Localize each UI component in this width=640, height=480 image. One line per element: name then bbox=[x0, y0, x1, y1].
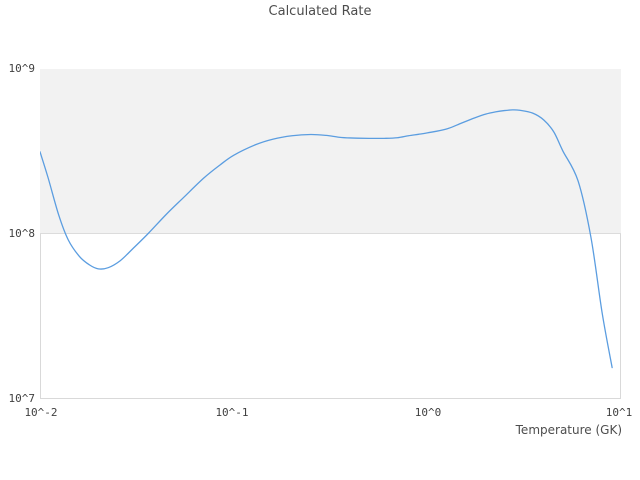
x-tick-label-1e-2: 10^-2 bbox=[24, 406, 58, 419]
rate-curve bbox=[40, 109, 613, 369]
x-tick-label-1e-1: 10^-1 bbox=[215, 406, 249, 419]
y-tick-label-1e7: 10^7 bbox=[8, 392, 36, 405]
x-tick-label-1e1: 10^1 bbox=[605, 406, 633, 419]
y-tick-label-1e9: 10^9 bbox=[8, 62, 36, 75]
x-tick-label-1e0: 10^0 bbox=[414, 406, 442, 419]
grid-band-1e8-1e9 bbox=[40, 69, 621, 234]
plot-area bbox=[40, 69, 621, 399]
chart-title: Calculated Rate bbox=[268, 4, 372, 19]
rate-curve-canvas bbox=[40, 109, 613, 369]
x-axis-label: Temperature (GK) bbox=[515, 423, 622, 437]
y-tick-label-1e8: 10^8 bbox=[8, 227, 36, 240]
